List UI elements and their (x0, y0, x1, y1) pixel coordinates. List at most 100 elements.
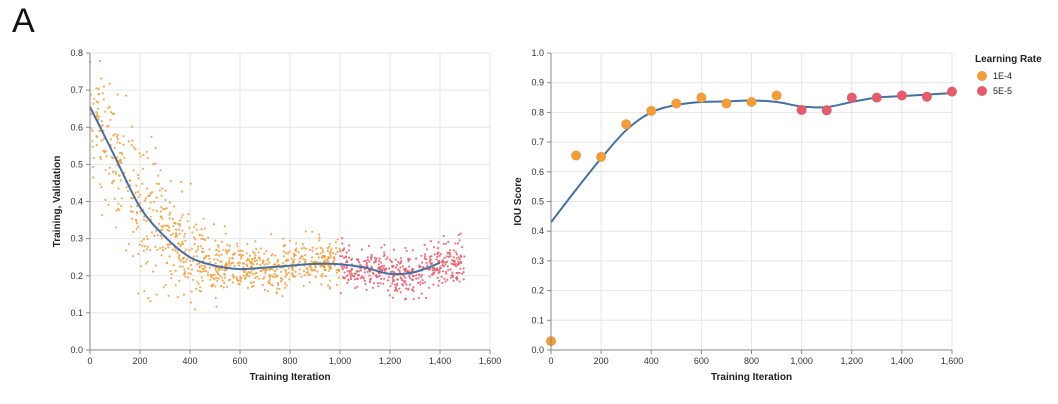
loss-point (356, 285, 359, 288)
loss-point (198, 270, 201, 273)
right-y-tick-label: 0.0 (531, 345, 544, 355)
loss-point (287, 271, 290, 274)
loss-point (459, 267, 462, 270)
loss-point (318, 239, 321, 242)
loss-point (394, 286, 397, 289)
loss-point (183, 235, 186, 238)
loss-point (264, 268, 267, 271)
loss-point (116, 138, 119, 141)
loss-point (347, 249, 351, 252)
loss-point (131, 217, 134, 220)
loss-point (121, 153, 124, 156)
loss-point (341, 237, 344, 240)
loss-point (224, 232, 227, 235)
loss-point (223, 276, 226, 279)
loss-point (219, 285, 223, 288)
loss-point (211, 284, 214, 287)
loss-point (253, 252, 256, 255)
loss-point (154, 264, 157, 267)
loss-point (256, 262, 259, 266)
loss-point (192, 278, 195, 281)
loss-point (304, 258, 307, 261)
loss-point (147, 297, 150, 300)
loss-point (254, 254, 257, 257)
loss-point (407, 258, 410, 261)
loss-point (145, 262, 148, 265)
loss-point (278, 287, 281, 291)
loss-point (287, 267, 290, 270)
loss-point (432, 283, 435, 286)
loss-point (146, 238, 149, 241)
loss-point (345, 256, 348, 259)
iou-point (947, 86, 957, 97)
loss-point (425, 248, 428, 251)
loss-point (137, 225, 140, 228)
loss-point (284, 269, 287, 272)
loss-point (393, 283, 397, 286)
loss-point (181, 265, 184, 268)
loss-point (436, 255, 439, 258)
loss-point (92, 156, 95, 159)
loss-point (342, 249, 345, 252)
loss-point (208, 257, 211, 260)
loss-point (179, 244, 182, 248)
loss-point (408, 274, 411, 278)
loss-point (195, 228, 198, 231)
loss-point (185, 248, 188, 251)
loss-point (453, 260, 456, 264)
loss-point (173, 205, 176, 208)
loss-point (196, 280, 199, 283)
loss-point (191, 259, 194, 263)
loss-point (174, 222, 177, 225)
loss-point (400, 277, 403, 280)
loss-point (426, 264, 429, 267)
loss-point (215, 249, 218, 252)
loss-point (271, 275, 274, 278)
loss-point (102, 138, 105, 141)
loss-point (188, 226, 191, 229)
loss-point (252, 250, 255, 253)
loss-point (336, 250, 339, 254)
loss-point (176, 251, 179, 254)
loss-point (372, 272, 375, 276)
loss-point (415, 274, 418, 277)
loss-point (100, 213, 104, 217)
loss-point (99, 158, 102, 161)
loss-point (429, 240, 432, 243)
loss-point (379, 282, 382, 285)
loss-point (350, 268, 353, 271)
loss-point (343, 247, 346, 250)
loss-point (145, 248, 148, 251)
loss-point (175, 228, 178, 231)
loss-point (248, 254, 252, 257)
loss-point (374, 256, 377, 259)
loss-point (346, 274, 349, 277)
loss-point (174, 249, 177, 252)
loss-point (404, 246, 407, 250)
loss-point (310, 266, 313, 269)
loss-point (369, 269, 372, 273)
loss-point (259, 247, 263, 250)
loss-point (326, 260, 330, 263)
loss-point (449, 268, 452, 271)
loss-point (446, 251, 449, 254)
loss-point (174, 269, 177, 272)
loss-chart-x-axis-label: Training Iteration (249, 372, 330, 383)
loss-point (314, 265, 317, 268)
loss-point (139, 210, 142, 213)
loss-point (355, 258, 359, 261)
loss-point (152, 163, 155, 166)
loss-point (349, 277, 353, 281)
loss-point (442, 242, 445, 245)
loss-point (390, 260, 393, 263)
loss-point (432, 246, 436, 249)
loss-point (407, 288, 410, 291)
loss-point (203, 227, 206, 230)
loss-point (327, 269, 330, 272)
loss-point (107, 203, 110, 206)
loss-point (166, 243, 169, 246)
loss-point (228, 259, 231, 262)
loss-point (231, 261, 234, 264)
loss-point (217, 277, 220, 280)
loss-point (228, 244, 231, 247)
